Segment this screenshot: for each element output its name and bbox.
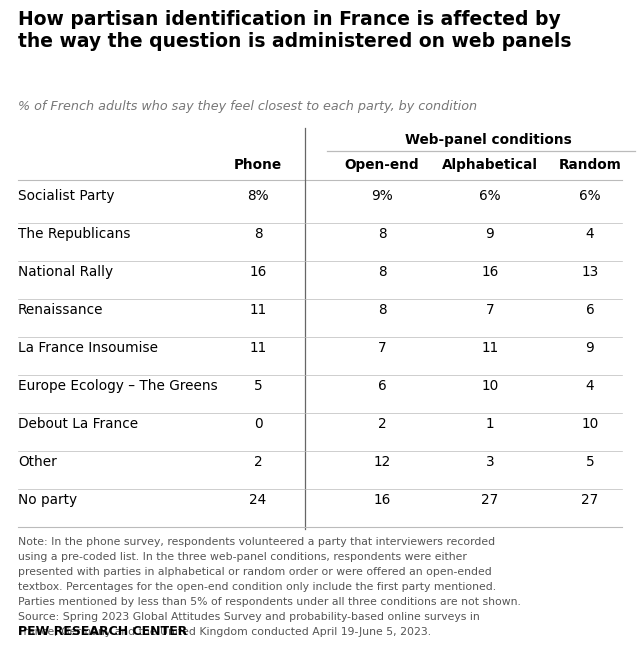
Text: presented with parties in alphabetical or random order or were offered an open-e: presented with parties in alphabetical o… [18, 567, 492, 577]
Text: Random: Random [559, 158, 621, 172]
Text: Renaissance: Renaissance [18, 303, 104, 317]
Text: 2: 2 [253, 455, 262, 469]
Text: The Republicans: The Republicans [18, 227, 131, 241]
Text: Source: Spring 2023 Global Attitudes Survey and probability-based online surveys: Source: Spring 2023 Global Attitudes Sur… [18, 612, 480, 622]
Text: 11: 11 [250, 341, 267, 355]
Text: 7: 7 [486, 303, 494, 317]
Text: 0: 0 [253, 417, 262, 431]
Text: Phone: Phone [234, 158, 282, 172]
Text: 4: 4 [586, 379, 595, 393]
Text: Socialist Party: Socialist Party [18, 189, 115, 203]
Text: 27: 27 [581, 493, 598, 507]
Text: Debout La France: Debout La France [18, 417, 138, 431]
Text: 6: 6 [586, 303, 595, 317]
Text: 5: 5 [586, 455, 595, 469]
Text: 8: 8 [378, 227, 387, 241]
Text: Open-end: Open-end [345, 158, 419, 172]
Text: 9%: 9% [371, 189, 393, 203]
Text: 13: 13 [581, 265, 598, 279]
Text: 27: 27 [481, 493, 499, 507]
Text: 10: 10 [481, 379, 499, 393]
Text: textbox. Percentages for the open-end condition only include the first party men: textbox. Percentages for the open-end co… [18, 582, 496, 592]
Text: 5: 5 [253, 379, 262, 393]
Text: Alphabetical: Alphabetical [442, 158, 538, 172]
Text: PEW RESEARCH CENTER: PEW RESEARCH CENTER [18, 625, 188, 638]
Text: France, Germany and the United Kingdom conducted April 19-June 5, 2023.: France, Germany and the United Kingdom c… [18, 627, 431, 637]
Text: 12: 12 [373, 455, 390, 469]
Text: 6: 6 [378, 379, 387, 393]
Text: 6%: 6% [479, 189, 501, 203]
Text: Europe Ecology – The Greens: Europe Ecology – The Greens [18, 379, 218, 393]
Text: No party: No party [18, 493, 77, 507]
Text: 3: 3 [486, 455, 494, 469]
Text: using a pre-coded list. In the three web-panel conditions, respondents were eith: using a pre-coded list. In the three web… [18, 552, 467, 562]
Text: How partisan identification in France is affected by
the way the question is adm: How partisan identification in France is… [18, 10, 572, 51]
Text: 6%: 6% [579, 189, 601, 203]
Text: 10: 10 [581, 417, 598, 431]
Text: 8%: 8% [247, 189, 269, 203]
Text: 16: 16 [481, 265, 499, 279]
Text: Note: In the phone survey, respondents volunteered a party that interviewers rec: Note: In the phone survey, respondents v… [18, 537, 495, 547]
Text: 1: 1 [486, 417, 494, 431]
Text: 9: 9 [486, 227, 494, 241]
Text: % of French adults who say they feel closest to each party, by condition: % of French adults who say they feel clo… [18, 100, 477, 113]
Text: 7: 7 [378, 341, 387, 355]
Text: 8: 8 [378, 265, 387, 279]
Text: Other: Other [18, 455, 57, 469]
Text: 8: 8 [253, 227, 262, 241]
Text: 4: 4 [586, 227, 595, 241]
Text: 11: 11 [481, 341, 499, 355]
Text: 2: 2 [378, 417, 387, 431]
Text: 11: 11 [250, 303, 267, 317]
Text: National Rally: National Rally [18, 265, 113, 279]
Text: 24: 24 [250, 493, 267, 507]
Text: 16: 16 [250, 265, 267, 279]
Text: 8: 8 [378, 303, 387, 317]
Text: 16: 16 [373, 493, 390, 507]
Text: Web-panel conditions: Web-panel conditions [404, 133, 572, 147]
Text: La France Insoumise: La France Insoumise [18, 341, 158, 355]
Text: 9: 9 [586, 341, 595, 355]
Text: Parties mentioned by less than 5% of respondents under all three conditions are : Parties mentioned by less than 5% of res… [18, 597, 521, 607]
